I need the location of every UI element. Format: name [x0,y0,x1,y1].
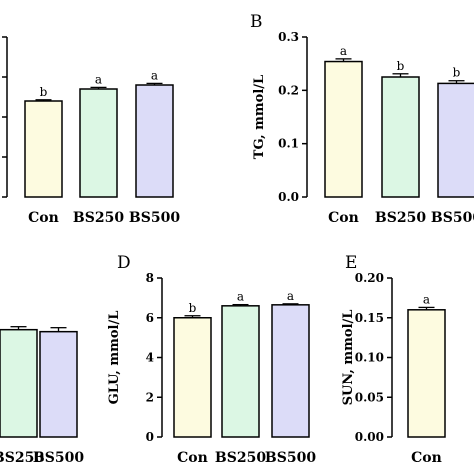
significance-letter: b [453,66,461,80]
y-tick-label: 0.05 [355,390,384,404]
bar-con [324,60,363,198]
bar-bs250 [79,88,118,198]
chart-panel-1: b Con a BS250 a BS500 [2,36,180,226]
y-tick-label: 0.0 [278,190,299,204]
x-tick-label: BS500 [129,210,180,226]
panel-letter: E [345,253,357,273]
x-tick-label: Con [28,210,59,226]
y-axis-label: GLU, mmol/L [107,311,122,405]
x-tick-label: Con [177,450,208,466]
x-tick-label: BS500 [431,210,474,226]
bar-bs250 [0,328,38,438]
bar-bs500 [135,84,174,198]
chart-panel-2: B 0.0 0.1 0.2 0.3 TG, mmol/L a Con b BS250 b BS500 [250,12,474,226]
bar-con [24,100,63,198]
bar-con [173,317,212,438]
y-tick-label: 8 [146,271,154,285]
significance-letter: b [189,301,197,315]
x-tick-label: BS250 [73,210,124,226]
y-tick-label: 0.20 [355,271,384,285]
y-axis-label: TG, mmol/L [252,75,267,159]
panel-letter: D [117,253,131,273]
y-tick-label: 0.2 [278,83,299,97]
x-tick-label: BS500 [33,450,84,466]
y-tick-label: 6 [146,311,154,325]
panel-letter: B [250,12,263,32]
y-tick-label: 0.15 [355,311,384,325]
bar-bs250 [221,305,260,438]
significance-letter: a [423,292,430,306]
significance-letter: a [287,289,294,303]
x-tick-label: BS250 [375,210,426,226]
bar-bs250 [381,76,420,198]
y-tick-label: 0.10 [355,351,384,365]
y-tick-label: 2 [146,390,154,404]
significance-letter: a [340,44,347,58]
bar-bs500 [39,330,78,438]
y-tick-label: 4 [146,351,154,365]
y-tick-label: 0.3 [278,30,299,44]
significance-letter: a [151,68,158,82]
significance-letter: a [95,72,102,86]
significance-letter: b [397,59,405,73]
x-tick-label: BS250 [0,450,44,466]
x-tick-label: Con [411,450,442,466]
significance-letter: b [40,85,48,99]
y-tick-label: 0.1 [278,137,299,151]
chart-panel-5: E 0.00 0.05 0.10 0.15 0.20 SUN, mmol/L a Con [341,253,446,466]
y-axis-label: SUN, mmol/L [341,310,356,406]
significance-letter: a [237,290,244,304]
y-tick-label: 0.00 [355,430,384,444]
x-tick-label: BS250 [215,450,266,466]
chart-panel-4: D 0 2 4 6 8 GLU, mmol/L b Con a BS250 a BS500 [107,253,316,466]
x-tick-label: BS500 [265,450,316,466]
bar-bs500 [271,304,310,438]
bar-con [407,309,446,438]
chart-panel-3: BS250BS500 [0,326,84,466]
y-tick-label: 0 [146,430,154,444]
x-tick-label: Con [328,210,359,226]
bar-bs500 [437,82,474,198]
